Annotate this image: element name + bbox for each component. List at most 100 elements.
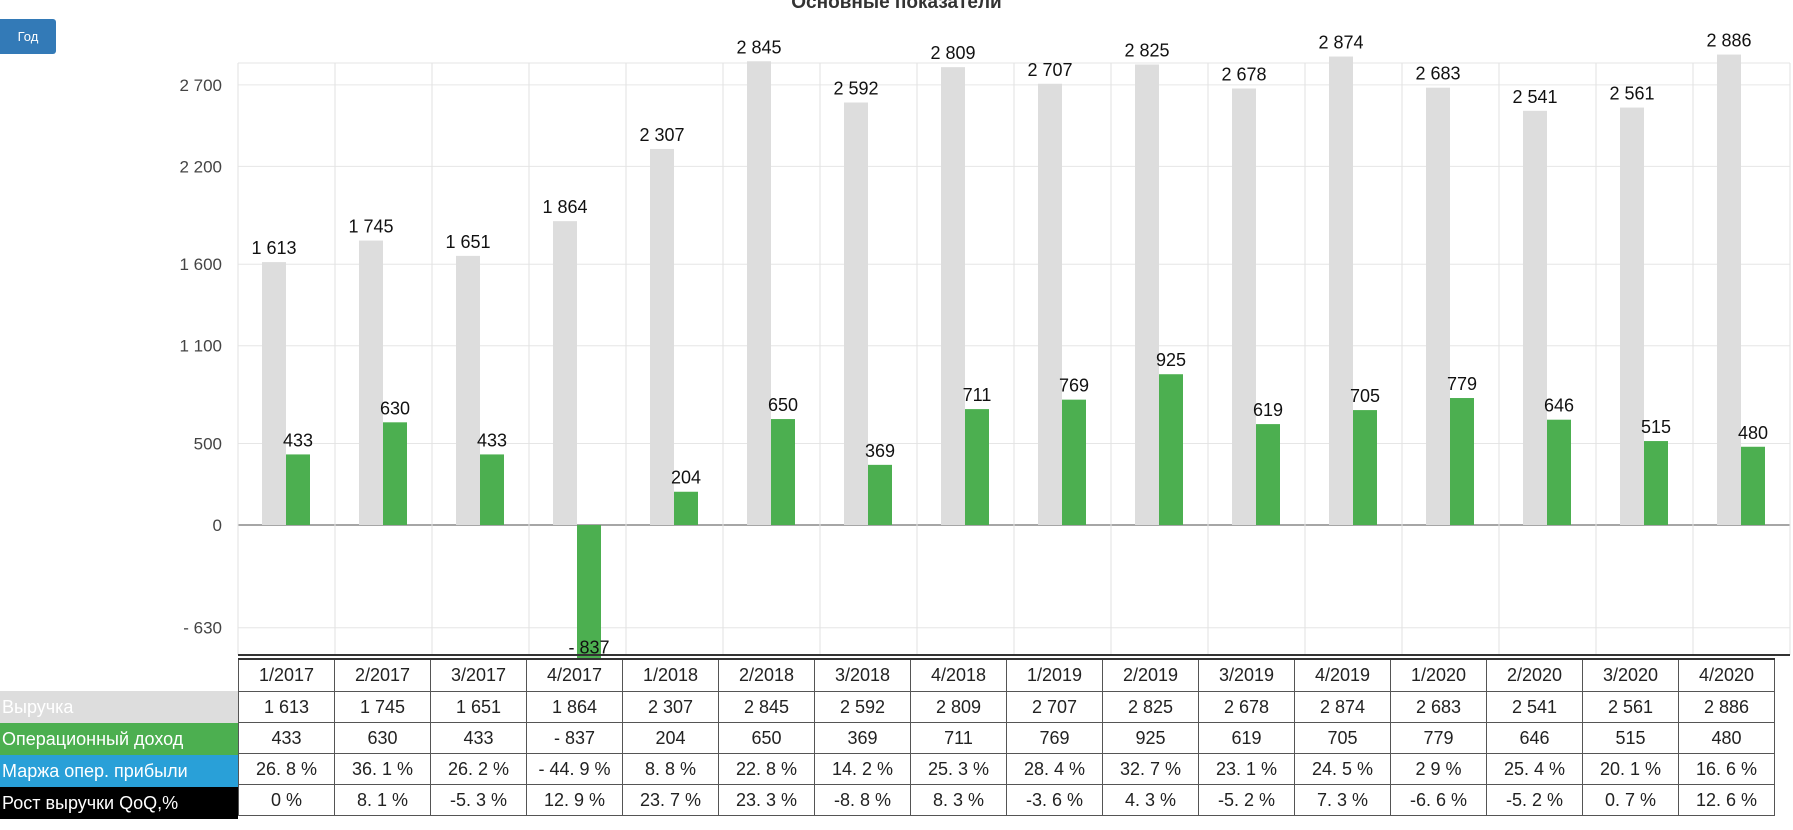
data-label-revenue: 1 613 bbox=[251, 238, 296, 258]
data-label-revenue: 2 541 bbox=[1512, 87, 1557, 107]
table-cell: -5. 3 % bbox=[430, 784, 527, 816]
table-cell: 26. 2 % bbox=[430, 753, 527, 785]
data-label-revenue: 2 592 bbox=[833, 79, 878, 99]
bar-revenue bbox=[1717, 54, 1741, 525]
table-cell: -5. 2 % bbox=[1486, 784, 1583, 816]
data-label-revenue: 1 864 bbox=[542, 197, 587, 217]
bar-revenue bbox=[1232, 88, 1256, 526]
table-cell: 25. 4 % bbox=[1486, 753, 1583, 785]
table-cell: 925 bbox=[1102, 722, 1199, 754]
table-header-cell: 2/2019 bbox=[1102, 658, 1199, 692]
data-label-revenue: 1 651 bbox=[445, 232, 490, 252]
y-tick-label: - 630 bbox=[183, 619, 222, 638]
table-cell: 0 % bbox=[238, 784, 335, 816]
bar-revenue bbox=[1038, 83, 1062, 525]
table-cell: 23. 7 % bbox=[622, 784, 719, 816]
table-header-cell: 1/2020 bbox=[1390, 658, 1487, 692]
table-cell: 711 bbox=[910, 722, 1007, 754]
table-cell: 4. 3 % bbox=[1102, 784, 1199, 816]
table-cell: 2 592 bbox=[814, 691, 911, 723]
table-cell: 1 651 bbox=[430, 691, 527, 723]
data-label-revenue: 2 845 bbox=[736, 37, 781, 57]
table-header-cell: 4/2018 bbox=[910, 658, 1007, 692]
table-cell: 28. 4 % bbox=[1006, 753, 1103, 785]
bar-op-income bbox=[1256, 424, 1280, 525]
table-cell: 26. 8 % bbox=[238, 753, 335, 785]
bar-revenue bbox=[456, 255, 480, 525]
data-label-op-income: 204 bbox=[671, 468, 701, 488]
table-cell: 630 bbox=[334, 722, 431, 754]
data-label-op-income: 369 bbox=[865, 441, 895, 461]
bar-revenue bbox=[941, 67, 965, 526]
bar-revenue bbox=[650, 148, 674, 526]
data-label-revenue: 2 825 bbox=[1124, 41, 1169, 61]
table-cell: 1 745 bbox=[334, 691, 431, 723]
data-label-op-income: 646 bbox=[1544, 396, 1574, 416]
data-label-op-income: 515 bbox=[1641, 417, 1671, 437]
table-header-cell: 1/2018 bbox=[622, 658, 719, 692]
table-cell: - 44. 9 % bbox=[526, 753, 623, 785]
data-label-revenue: 1 745 bbox=[348, 217, 393, 237]
row-label-op-income: Операционный доход bbox=[0, 723, 238, 755]
y-tick-label: 0 bbox=[213, 516, 222, 535]
y-tick-label: 500 bbox=[194, 435, 222, 454]
y-tick-label: 2 700 bbox=[179, 76, 222, 95]
table-cell: 8. 3 % bbox=[910, 784, 1007, 816]
table-cell: 32. 7 % bbox=[1102, 753, 1199, 785]
row-label-op-margin: Маржа опер. прибыли bbox=[0, 755, 238, 787]
bar-op-income bbox=[286, 454, 310, 525]
data-label-op-income: 925 bbox=[1156, 350, 1186, 370]
table-cell: 16. 6 % bbox=[1678, 753, 1775, 785]
data-label-op-income: 630 bbox=[380, 398, 410, 418]
table-cell: 1 613 bbox=[238, 691, 335, 723]
table-cell: 2 825 bbox=[1102, 691, 1199, 723]
data-label-op-income: 711 bbox=[963, 385, 992, 405]
period-year-button[interactable]: Год bbox=[0, 19, 56, 54]
data-label-op-income: 433 bbox=[477, 430, 507, 450]
bar-revenue bbox=[553, 221, 577, 525]
table-header-row: 1/2017 2/2017 3/2017 4/2017 1/2018 2/2018 3/20… bbox=[238, 658, 1775, 692]
bar-op-income bbox=[674, 491, 698, 525]
bar-revenue bbox=[1620, 107, 1644, 525]
data-label-op-income: 433 bbox=[283, 430, 313, 450]
bar-revenue bbox=[1329, 56, 1353, 526]
table-row-revenue-growth: 0 % 8. 1 % -5. 3 % 12. 9 % 23. 7 % 23. 3 % -8.… bbox=[238, 784, 1775, 816]
bar-revenue bbox=[359, 240, 383, 525]
bar-op-income bbox=[1450, 398, 1474, 525]
table-cell: 779 bbox=[1390, 722, 1487, 754]
table-cell: - 837 bbox=[526, 722, 623, 754]
data-label-revenue: 2 874 bbox=[1318, 33, 1363, 53]
table-cell: 2 707 bbox=[1006, 691, 1103, 723]
table-header-cell: 3/2017 bbox=[430, 658, 527, 692]
table-cell: -8. 8 % bbox=[814, 784, 911, 816]
bar-op-income bbox=[1159, 374, 1183, 525]
bar-op-income bbox=[1353, 410, 1377, 525]
table-header-cell: 3/2019 bbox=[1198, 658, 1295, 692]
table-cell: 705 bbox=[1294, 722, 1391, 754]
bar-op-income bbox=[383, 422, 407, 525]
table-cell: 2 561 bbox=[1582, 691, 1679, 723]
data-label-op-income: 769 bbox=[1059, 376, 1089, 396]
table-cell: 25. 3 % bbox=[910, 753, 1007, 785]
y-tick-label: 2 200 bbox=[179, 157, 222, 176]
row-label-revenue: Выручка bbox=[0, 691, 238, 723]
table-cell: 433 bbox=[238, 722, 335, 754]
data-label-op-income: 480 bbox=[1738, 423, 1768, 443]
data-label-op-income: 779 bbox=[1447, 374, 1477, 394]
table-cell: 2 809 bbox=[910, 691, 1007, 723]
table-cell: 204 bbox=[622, 722, 719, 754]
bar-op-income bbox=[1062, 399, 1086, 525]
bar-op-income bbox=[1644, 441, 1668, 525]
table-cell: 36. 1 % bbox=[334, 753, 431, 785]
data-label-revenue: 2 678 bbox=[1221, 64, 1266, 84]
table-cell: 24. 5 % bbox=[1294, 753, 1391, 785]
bar-revenue bbox=[844, 102, 868, 525]
bar-op-income bbox=[480, 454, 504, 525]
data-label-revenue: 2 809 bbox=[930, 43, 975, 63]
table-header-cell: 2/2017 bbox=[334, 658, 431, 692]
table-cell: 2 678 bbox=[1198, 691, 1295, 723]
chart-title: Основные показатели bbox=[791, 0, 1002, 13]
table-cell: 619 bbox=[1198, 722, 1295, 754]
table-cell: 646 bbox=[1486, 722, 1583, 754]
data-label-revenue: 2 561 bbox=[1609, 84, 1654, 104]
